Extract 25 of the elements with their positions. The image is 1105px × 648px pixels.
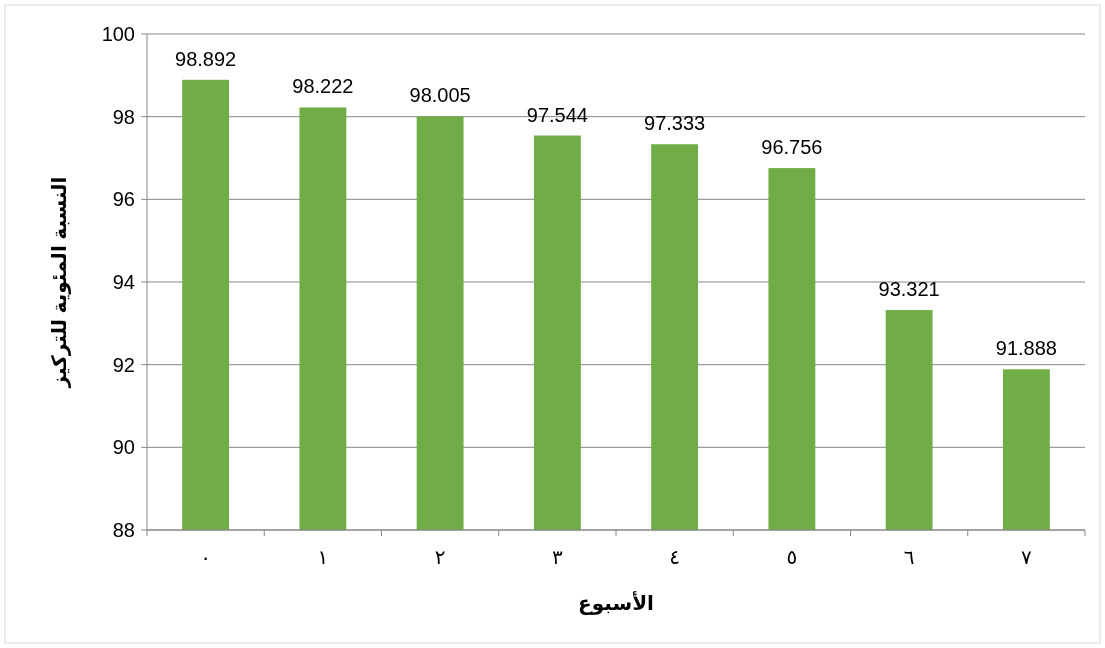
x-tick-label: ٤: [669, 546, 680, 568]
x-axis-title: الأسبوع: [578, 590, 654, 615]
x-tick-label: ٢: [434, 546, 446, 568]
y-tick-label: 98: [112, 105, 135, 128]
data-label: 98.222: [292, 75, 354, 98]
y-tick-label: 94: [112, 271, 135, 293]
x-tick-label: ٥: [786, 546, 798, 568]
x-tick-label: ١: [317, 546, 329, 568]
x-tick-label: ٣: [552, 546, 563, 568]
x-tick-label: ٧: [1021, 546, 1032, 568]
data-label: 96.756: [761, 136, 823, 159]
y-tick-label: 96: [112, 188, 135, 211]
data-label: 98.892: [175, 47, 237, 70]
y-tick-label: 88: [112, 519, 135, 541]
x-tick-label: ٦: [903, 546, 915, 568]
x-tick-label: ٠: [200, 546, 211, 568]
data-label: 98.005: [409, 84, 471, 107]
y-axis-title: النسبة المئوية للتركيز: [48, 176, 71, 389]
y-tick-label: 100: [101, 23, 135, 45]
data-label: 97.333: [644, 112, 706, 135]
y-tick-label: 92: [112, 353, 135, 376]
data-label: 93.321: [878, 278, 940, 301]
data-label: 97.544: [526, 103, 588, 126]
y-tick-label: 90: [112, 436, 135, 459]
data-label: 91.888: [995, 337, 1057, 360]
